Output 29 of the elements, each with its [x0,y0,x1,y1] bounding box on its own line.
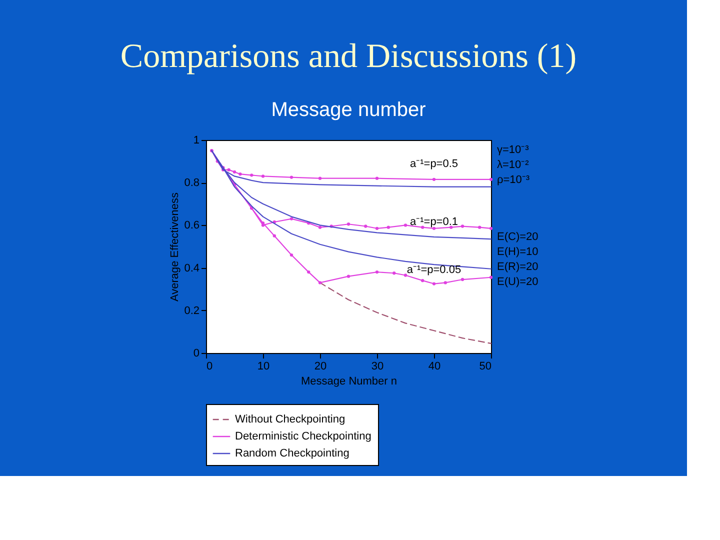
text: E(H)=10 [497,246,538,258]
text: ρ=10⁻³ [497,174,530,186]
x-tick-label: 10 [257,360,270,372]
y-tick-label: 0.8 [184,177,200,190]
legend-label: Without Checkpointing [235,414,346,426]
chart-subtitle: Message number [271,99,426,121]
chart-title: Comparisons and Discussions (1) [120,38,577,75]
text: E(R)=20 [497,261,538,273]
legend-label: Deterministic Checkpointing [235,430,372,442]
text: γ=10⁻³ [497,144,530,156]
y-tick-label: 0.6 [184,220,200,232]
y-tick-label: 0.2 [184,304,200,317]
x-tick-label: 20 [314,360,327,372]
x-axis-title: Message Number n [301,376,397,388]
x-tick-label: 0 [206,360,213,372]
x-tick-label: 40 [428,360,441,372]
y-axis-title: Average Effectiveness [169,192,182,302]
text: E(C)=20 [497,231,538,243]
x-tick-label: 50 [479,360,492,372]
annotation: a⁻¹=p=0.1 [410,216,458,228]
legend-label: Random Checkpointing [235,448,350,460]
text: E(U)=20 [497,276,538,288]
y-tick-label: 1 [193,134,200,146]
annotation: a⁻¹=p=0.5 [410,158,458,170]
text: λ=10⁻² [497,159,530,171]
annotation: a⁻¹=p=0.05 [406,264,462,276]
y-tick-label: 0.4 [184,262,200,274]
x-tick-label: 30 [371,360,384,372]
y-tick-label: 0 [193,348,200,360]
